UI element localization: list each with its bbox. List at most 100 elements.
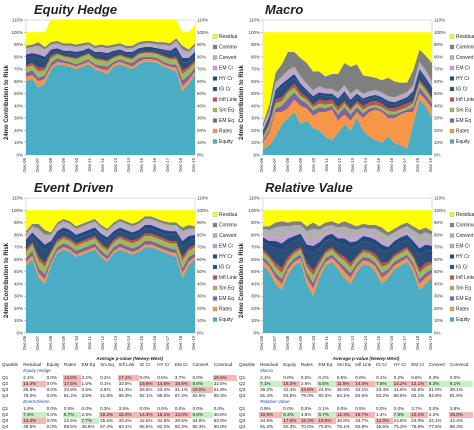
x-tick-label: Dec-11 xyxy=(87,157,92,171)
y-tick-label-right: 70% xyxy=(434,245,443,250)
legend-swatch-em-cr xyxy=(449,65,455,71)
y-tick-label-right: 80% xyxy=(434,232,443,237)
table-cell: 12.1% xyxy=(410,380,428,388)
area-equity xyxy=(26,61,195,156)
table-cell: 3.5% xyxy=(118,405,130,411)
table-cell: 12.4% xyxy=(335,411,355,419)
y-tick-label: 110% xyxy=(249,196,260,201)
table-cell: 85.5% xyxy=(139,424,153,430)
table-cell: 0.5% xyxy=(336,374,348,380)
table-cell: 83.1% xyxy=(118,424,132,430)
legend-label-em-eq: EM Eq xyxy=(219,118,234,124)
x-tick-label: Dec-16 xyxy=(389,335,394,349)
y-tick-label: 0% xyxy=(253,153,260,158)
area-infl-linked xyxy=(263,80,432,138)
table-cell: 79.0% xyxy=(300,393,314,399)
table-caption: Average p-value (Newey-West) xyxy=(96,356,164,361)
column-header: IG Cr xyxy=(139,362,151,368)
area-rates xyxy=(263,93,432,149)
table-cell: 18.0% xyxy=(317,418,336,425)
y-tick-label: 70% xyxy=(251,67,260,72)
table-cell: 77.5% xyxy=(428,424,442,430)
legend-label-equity: Equity xyxy=(219,317,233,323)
chart-title: Relative Value xyxy=(265,180,353,195)
y-tick-label-right: 80% xyxy=(434,54,443,59)
table-cell: 3.2% xyxy=(81,374,93,380)
y-tick-label-right: 110% xyxy=(434,196,445,201)
table-cell: 28.5% xyxy=(174,418,188,424)
column-header: Quartile xyxy=(239,362,256,368)
table-cell: 33.8% xyxy=(63,387,77,393)
table-cell: 36.6% xyxy=(336,387,350,393)
y-tick-label: 40% xyxy=(251,281,260,286)
y-tick-label-right: 60% xyxy=(434,257,443,262)
table-cell: 33.5% xyxy=(118,380,132,386)
y-tick-label: 10% xyxy=(14,318,23,323)
table-cell: 11.6% xyxy=(335,380,355,388)
column-header: EM Eq xyxy=(318,362,333,368)
table-cell: 82.1% xyxy=(139,393,153,399)
table-cell: 88.3% xyxy=(449,424,463,430)
legend-swatch-hy-cr xyxy=(449,76,455,81)
legend-swatch-equity xyxy=(449,317,455,322)
column-header: Equity xyxy=(46,362,60,368)
table-cell: 19.7% xyxy=(354,411,376,419)
y-tick-label: 30% xyxy=(251,294,260,299)
table-cell: 13.4% xyxy=(22,418,46,425)
table-cell: 13.0% xyxy=(173,411,192,419)
y-tick-label-right: 70% xyxy=(197,67,206,72)
table-cell: 70.6% xyxy=(300,424,314,430)
y-tick-label: 90% xyxy=(251,42,260,47)
table-cell: 81.4% xyxy=(260,393,274,399)
y-tick-label: 60% xyxy=(14,257,23,262)
legend-swatch-ig-cr xyxy=(449,264,455,270)
y-tick-label-right: 0% xyxy=(197,331,204,336)
y-tick-label-right: 30% xyxy=(197,294,206,299)
x-tick-label: Dec-11 xyxy=(324,335,329,349)
x-tick-label: Dec-07 xyxy=(35,157,40,171)
table-cell: 7.9% xyxy=(392,411,411,419)
table-cell: 25.6% xyxy=(100,418,114,424)
legend-swatch-infl-linked xyxy=(449,275,455,280)
table-cell: 14.0% xyxy=(375,418,393,425)
y-tick-label-right: 10% xyxy=(434,318,443,323)
legend-label-convert: Convert xyxy=(219,55,237,61)
table-cell: 24.0% xyxy=(411,418,425,424)
table-cell: 1.5% xyxy=(81,380,93,386)
table-header-row: Quartile Residual Equity Rates EM Eq Sm Eq Inf… xyxy=(1,362,237,368)
area-hy-cr xyxy=(263,233,432,255)
y-tick-label-right: 40% xyxy=(434,103,443,108)
y-tick-label-right: 80% xyxy=(197,54,206,59)
y-tick-label: 20% xyxy=(14,306,23,311)
table-cell: 23.4% xyxy=(376,387,390,393)
y-tick-label-right: 30% xyxy=(434,294,443,299)
table-cell: 3.8% xyxy=(449,405,461,411)
table-cell: 0.0% xyxy=(46,380,58,386)
p-value-tables: Average p-value (Newey-West) Quartile Resi… xyxy=(0,356,474,429)
table-cell: 0.2% xyxy=(318,374,329,380)
legend-swatch-infl-linked xyxy=(212,97,218,102)
area-em-eq xyxy=(26,241,195,279)
x-tick-label: Dec-11 xyxy=(324,157,329,171)
table-cell: 15.6% xyxy=(212,374,237,381)
table-cell: 0.0% xyxy=(46,405,58,411)
chart-title: Event Driven xyxy=(34,180,114,195)
section-label: Event Driven xyxy=(23,399,50,405)
column-header: Sm Eq xyxy=(100,362,114,368)
x-tick-label: Dec-10 xyxy=(74,157,79,171)
column-header: EM Eq xyxy=(81,362,96,368)
x-tick-label: Dec-15 xyxy=(376,335,381,349)
panel-relative-value: Relative Value 24mo Contribution to Risk… xyxy=(237,178,474,356)
y-tick-label-right: 0% xyxy=(434,331,441,336)
table-cell: 32.1% xyxy=(355,387,369,393)
table-cell: 0.0% xyxy=(428,405,440,411)
x-tick-label: Dec-07 xyxy=(272,157,277,171)
legend-label-sm-eq: Sm Eq xyxy=(456,108,471,114)
x-tick-label: Dec-09 xyxy=(298,157,303,171)
table-cell: 15.2% xyxy=(99,411,118,419)
legend-label-residual: Residual xyxy=(456,212,474,218)
quartile-label: Q4 xyxy=(2,424,9,430)
table-cell: 5.7% xyxy=(317,411,336,419)
p-value-table-left: Average p-value (Newey-West) Quartile Resi… xyxy=(1,356,237,430)
table-cell: 7.8% xyxy=(375,380,393,388)
